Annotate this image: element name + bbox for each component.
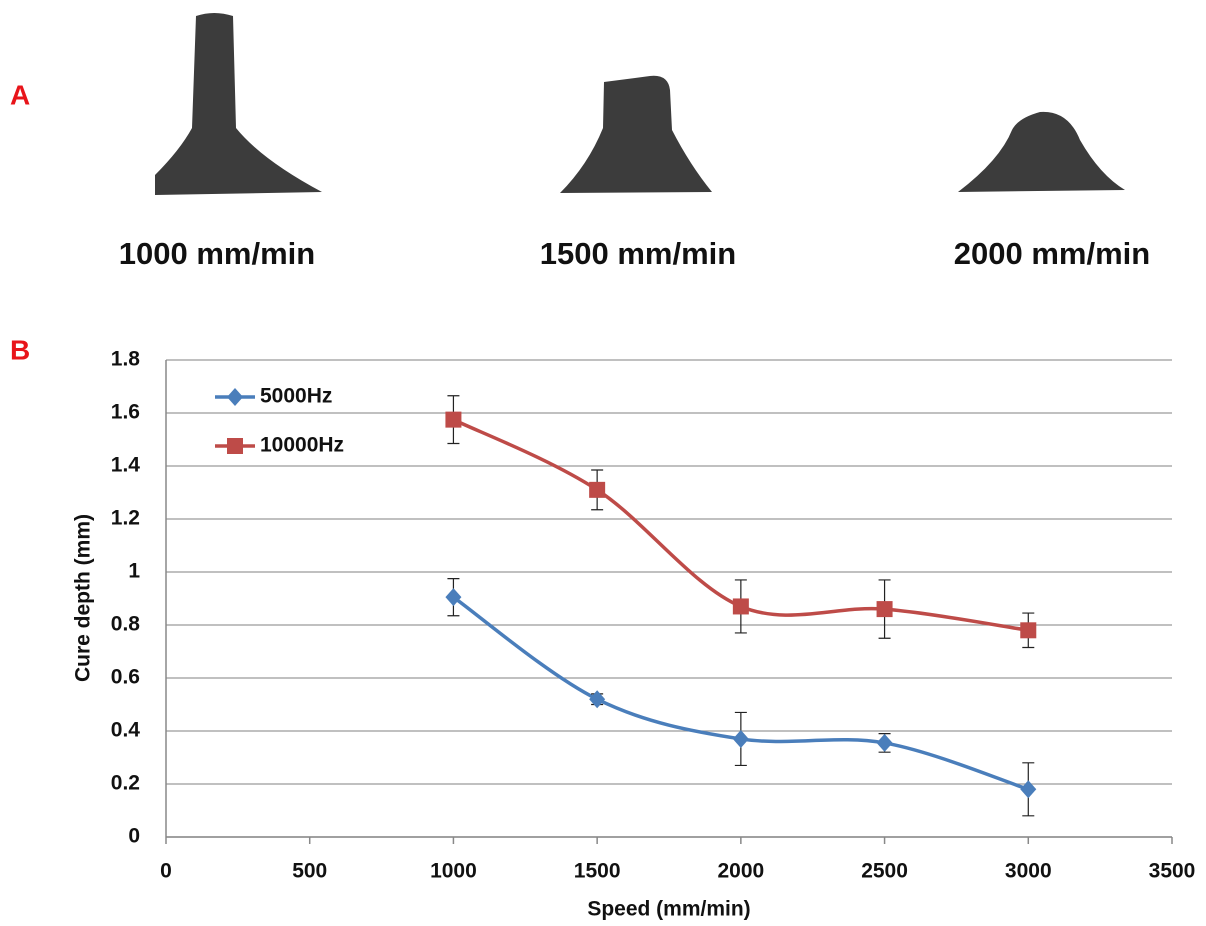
y-tick-label: 0	[128, 825, 140, 848]
x-axis-title: Speed (mm/min)	[587, 898, 750, 921]
marker	[876, 733, 893, 752]
x-tick-label: 500	[292, 860, 327, 883]
y-tick-label: 0.4	[111, 719, 141, 742]
marker	[445, 411, 462, 428]
y-tick-label: 0.8	[111, 613, 141, 636]
marker	[732, 729, 749, 748]
y-axis-title: Cure depth (mm)	[72, 514, 95, 682]
y-tick-label: 1.2	[111, 507, 140, 530]
x-tick-label: 2500	[861, 860, 908, 883]
y-tick-label: 1.8	[111, 348, 141, 371]
legend-label: 5000Hz	[260, 385, 332, 408]
y-tick-label: 0.2	[111, 772, 140, 795]
marker	[876, 601, 893, 618]
photo-specimen	[155, 13, 322, 195]
legend-label: 10000Hz	[260, 434, 344, 457]
y-tick-label: 1	[128, 560, 140, 583]
marker	[445, 588, 462, 607]
photos	[155, 13, 1125, 195]
x-tick-label: 0	[160, 860, 172, 883]
y-tick-label: 1.6	[111, 401, 140, 424]
x-tick-label: 1500	[574, 860, 621, 883]
marker	[732, 598, 749, 615]
x-tick-label: 2000	[717, 860, 764, 883]
y-tick-label: 0.6	[111, 666, 140, 689]
photo-caption: 1000 mm/min	[119, 236, 315, 271]
marker	[589, 690, 606, 709]
y-tick-label: 1.4	[111, 454, 141, 477]
marker	[589, 481, 606, 498]
marker	[1020, 780, 1037, 799]
legend-marker	[227, 438, 243, 454]
panel-label: B	[10, 334, 30, 365]
photo-caption: 2000 mm/min	[954, 236, 1150, 271]
x-tick-label: 1000	[430, 860, 477, 883]
marker	[1020, 622, 1037, 639]
legend-marker	[227, 388, 243, 406]
photo-specimen	[560, 75, 712, 193]
panel-label: A	[10, 79, 30, 110]
photo-specimen	[958, 111, 1125, 192]
x-tick-label: 3500	[1149, 860, 1196, 883]
photo-caption: 1500 mm/min	[540, 236, 736, 271]
x-tick-label: 3000	[1005, 860, 1052, 883]
